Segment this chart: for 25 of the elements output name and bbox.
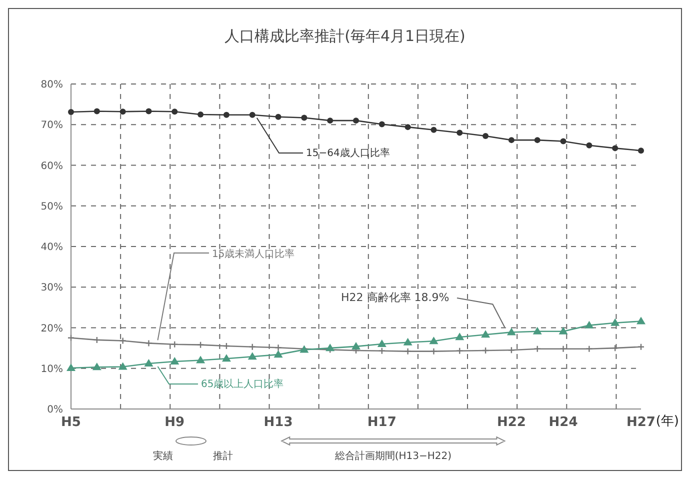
text: 推計 bbox=[213, 450, 233, 462]
y-tick-label: 10% bbox=[40, 364, 63, 375]
x-tick-label: H17 bbox=[367, 415, 396, 430]
y-tick-label: 0% bbox=[47, 404, 63, 416]
x-tick-label: H9 bbox=[164, 415, 185, 430]
annotation: H22 高齢化率 18.9% bbox=[341, 291, 450, 304]
x-axis-title: (年) bbox=[656, 414, 679, 429]
y-tick-label: 60% bbox=[40, 160, 63, 172]
text: 総合計画期間(H13−H22) bbox=[334, 450, 452, 462]
y-tick-label: 80% bbox=[40, 80, 63, 91]
chart-title: 人口構成比率推計(毎年4月1日現在) bbox=[224, 27, 466, 46]
y-tick-label: 70% bbox=[40, 120, 63, 132]
y-tick-label: 40% bbox=[40, 242, 63, 254]
x-tick-label: H5 bbox=[61, 415, 81, 430]
text: 実績 bbox=[153, 450, 173, 462]
y-tick-label: 50% bbox=[40, 201, 63, 212]
text: 15歳未満人口比率 bbox=[212, 248, 295, 260]
series-label: 65歳以上人口比率 bbox=[201, 378, 284, 390]
x-tick-label: H13 bbox=[264, 415, 293, 430]
text: 15−64歳人口比率 bbox=[306, 147, 390, 159]
x-tick-label: H22 bbox=[496, 415, 526, 430]
y-tick-label: 20% bbox=[40, 323, 63, 334]
y-tick-label: 30% bbox=[40, 282, 63, 294]
x-tick-label: H24 bbox=[548, 415, 578, 430]
x-tick-label: H27 bbox=[626, 415, 656, 430]
